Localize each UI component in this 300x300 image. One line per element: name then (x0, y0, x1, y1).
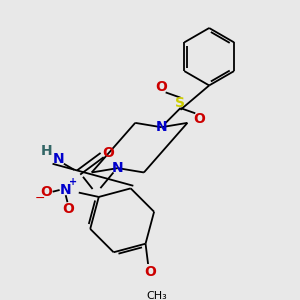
Text: O: O (144, 265, 156, 279)
Text: N: N (60, 183, 71, 197)
Text: N: N (155, 120, 167, 134)
Text: S: S (176, 96, 185, 110)
Text: CH₃: CH₃ (146, 291, 167, 300)
Text: −: − (34, 192, 45, 205)
Text: O: O (62, 202, 74, 216)
Text: O: O (155, 80, 167, 94)
Text: H: H (40, 144, 52, 158)
Text: +: + (69, 177, 77, 187)
Text: O: O (102, 146, 114, 160)
Text: N: N (53, 152, 64, 167)
Text: O: O (40, 185, 52, 199)
Text: O: O (194, 112, 206, 125)
Text: N: N (112, 161, 124, 175)
